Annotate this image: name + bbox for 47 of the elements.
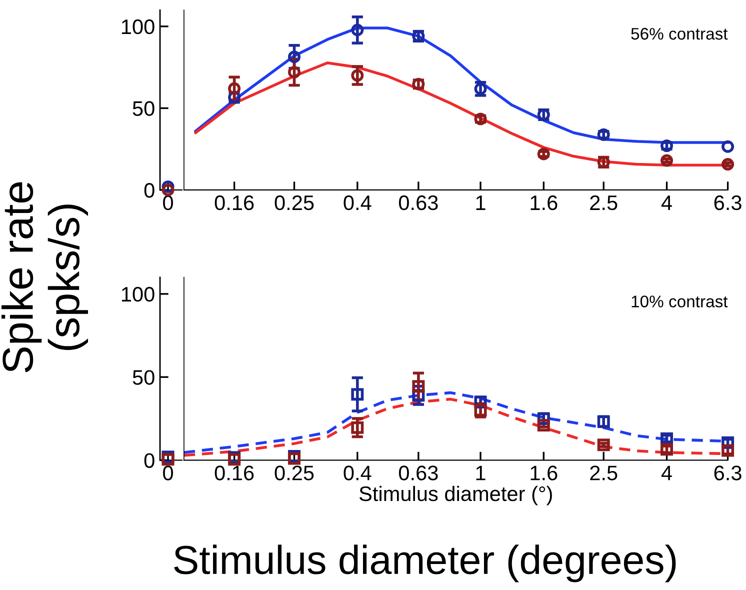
point bbox=[228, 82, 241, 95]
y-tick-label: 0 bbox=[144, 453, 154, 468]
x-tick-label: 6.3 bbox=[714, 466, 742, 480]
y-tick-label: 50 bbox=[132, 101, 154, 116]
x-tick-label: 0.63 bbox=[398, 195, 438, 210]
point bbox=[537, 419, 550, 432]
x-tick-label: 6.3 bbox=[714, 195, 742, 210]
point bbox=[288, 66, 301, 78]
x-axis-title: Stimulus diameter (°) bbox=[359, 486, 552, 506]
x-tick-label: 0.4 bbox=[344, 466, 372, 480]
x-tick-label: 1 bbox=[476, 466, 486, 480]
x-tick-label: 0.4 bbox=[344, 195, 372, 210]
point bbox=[351, 421, 364, 434]
point bbox=[722, 158, 734, 171]
x-tick-label: 0 bbox=[163, 195, 173, 210]
x-tick-label: 2.5 bbox=[590, 195, 618, 210]
point bbox=[537, 148, 550, 160]
point bbox=[351, 24, 364, 36]
point bbox=[351, 388, 364, 401]
annotation: 10% contrast bbox=[632, 296, 728, 308]
x-tick-label: 1.6 bbox=[530, 195, 558, 210]
point bbox=[351, 69, 364, 82]
x-tick-label: 1 bbox=[476, 196, 486, 210]
x-tick-label: 0.63 bbox=[398, 466, 438, 480]
x-tick-label: 0.25 bbox=[274, 195, 314, 210]
x-tick-label: 4 bbox=[661, 466, 672, 480]
point bbox=[597, 128, 610, 141]
x-tick-label: 1.6 bbox=[530, 466, 558, 480]
x-tick-label: 0 bbox=[163, 466, 173, 480]
point bbox=[597, 438, 610, 452]
y-tick-label: 0 bbox=[144, 182, 154, 198]
point bbox=[288, 50, 301, 64]
text: Stimulus diameter (degrees) bbox=[174, 544, 676, 582]
x-tick-label: 4 bbox=[661, 196, 672, 210]
point bbox=[412, 380, 425, 393]
point bbox=[722, 140, 734, 153]
x-tick-label: 2.5 bbox=[590, 466, 618, 480]
x-tick-label: 0.25 bbox=[274, 466, 314, 480]
y-tick-label: 100 bbox=[122, 286, 154, 302]
point bbox=[288, 452, 301, 465]
y-tick-label: 50 bbox=[132, 370, 154, 385]
x-tick-label: 0.16 bbox=[214, 466, 254, 480]
annotation: 56% contrast bbox=[631, 28, 728, 40]
x-tick-label: 0.16 bbox=[214, 195, 254, 210]
point bbox=[660, 154, 674, 167]
y-tick-label: 100 bbox=[122, 19, 154, 34]
y-axis-title: Spike rate (spks/s) bbox=[2, 182, 88, 372]
